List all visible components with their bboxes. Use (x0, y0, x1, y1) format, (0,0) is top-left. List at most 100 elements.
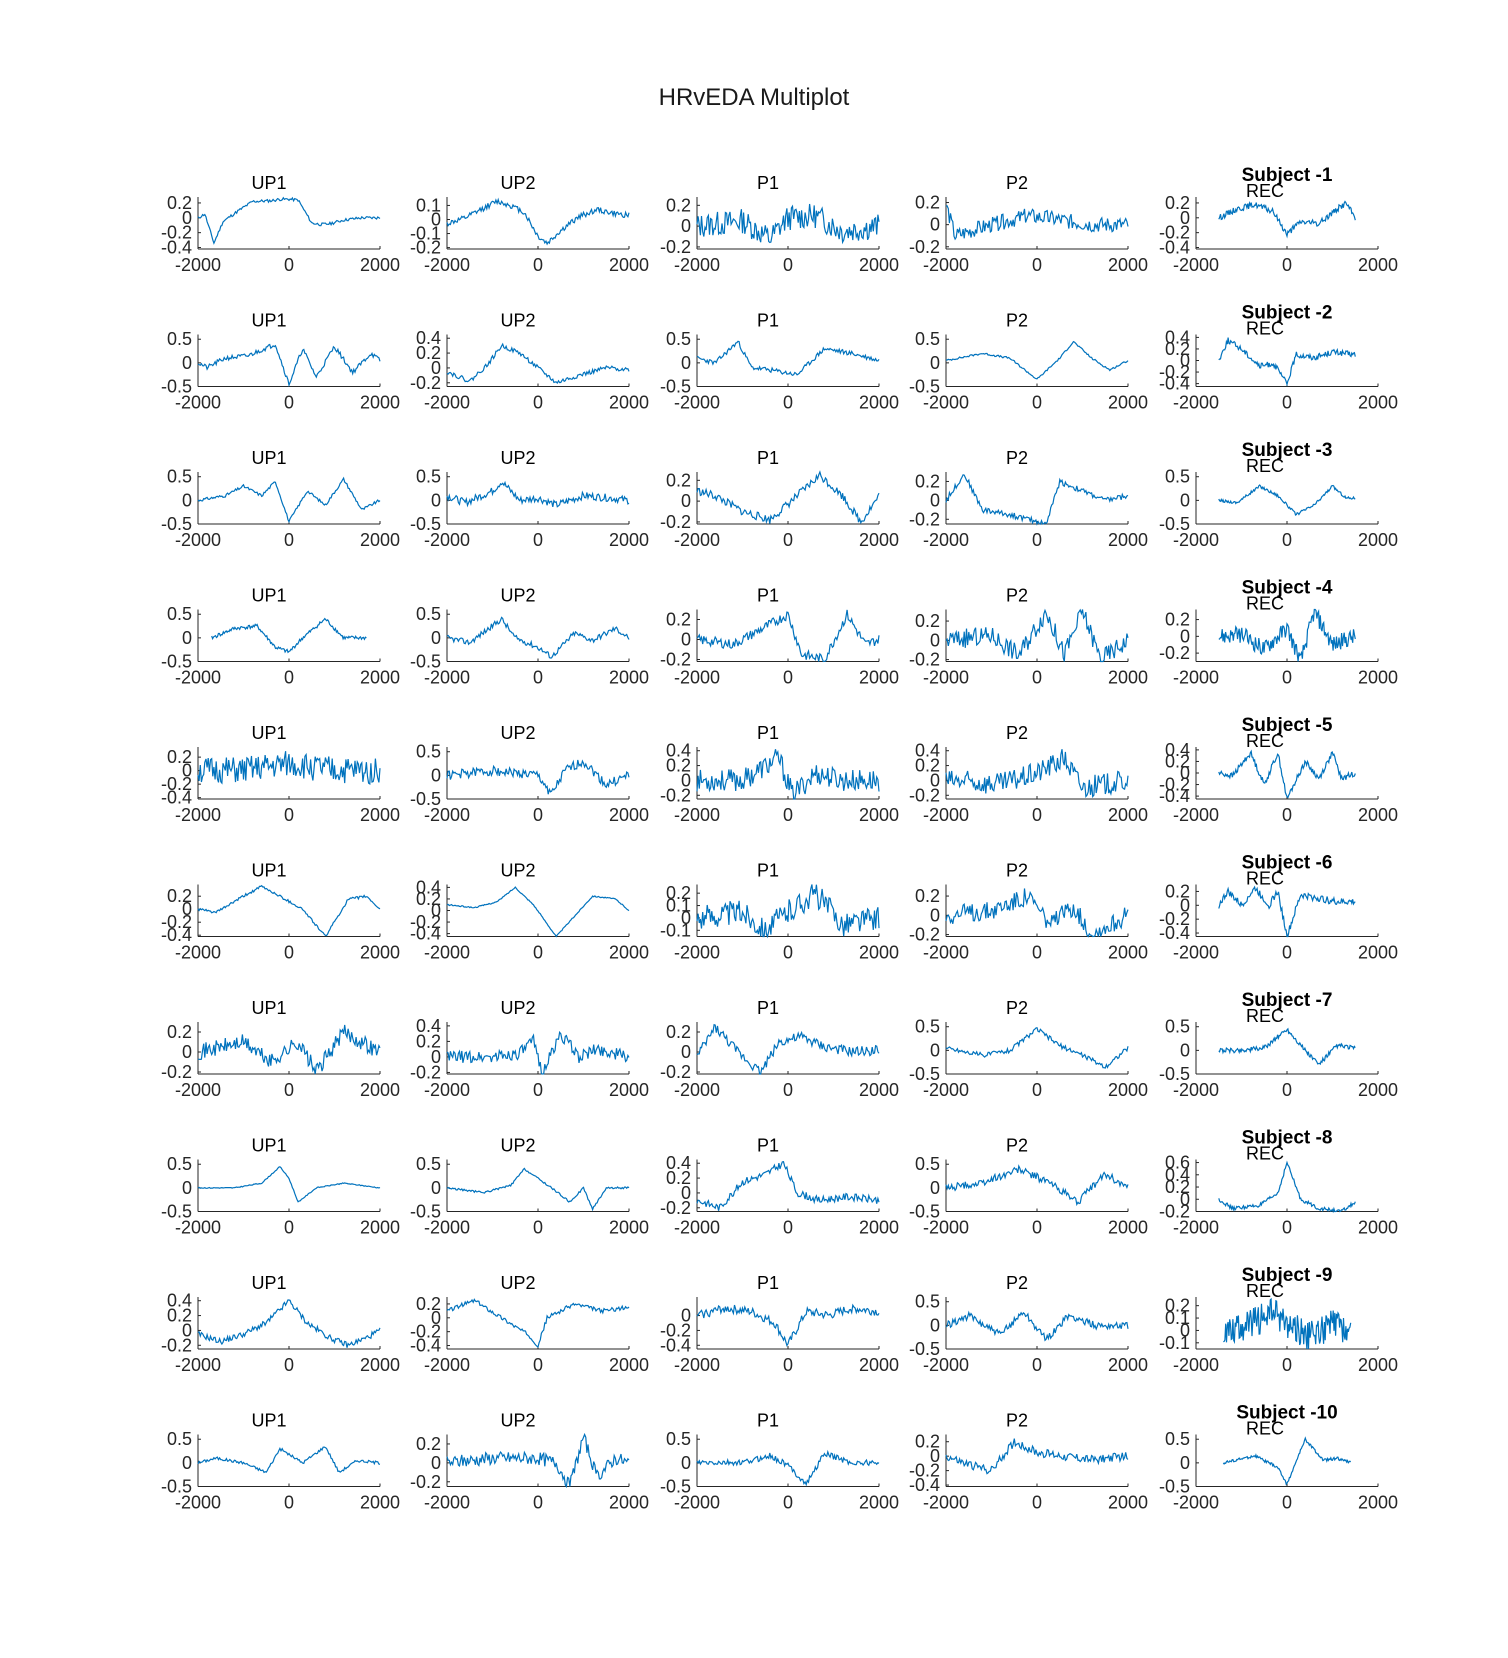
x-tick-label: 0 (1282, 1218, 1292, 1238)
x-tick-label: 2000 (609, 1355, 649, 1375)
subplot-title: UP1 (251, 861, 286, 881)
x-tick-label: 2000 (609, 1080, 649, 1100)
x-tick-label: 2000 (1358, 943, 1398, 963)
x-tick-label: -2000 (424, 943, 470, 963)
y-tick-label: -0.4 (1159, 923, 1190, 943)
y-tick-label: -0.4 (410, 1336, 441, 1356)
subplot-subtitle: REC (1246, 869, 1284, 889)
subplot-title: Subject -5 (1242, 715, 1333, 736)
data-line (446, 886, 630, 938)
x-tick-label: 2000 (609, 1493, 649, 1513)
y-tick-label: 0 (681, 770, 691, 790)
data-line (446, 1298, 630, 1349)
data-line (946, 340, 1129, 380)
y-tick-label: 0 (930, 770, 940, 790)
x-tick-label: -2000 (674, 255, 720, 275)
x-tick-label: 2000 (360, 668, 400, 688)
x-tick-label: -2000 (175, 1355, 221, 1375)
x-tick-label: -2000 (674, 393, 720, 413)
data-line (1218, 749, 1356, 799)
subplot-title: P2 (1006, 723, 1028, 743)
y-tick-label: 0.2 (915, 193, 940, 213)
y-tick-label: 0.2 (666, 610, 691, 630)
subplot-title: UP2 (500, 998, 535, 1018)
y-tick-label: 0 (681, 1042, 691, 1062)
subplot-subtitle: REC (1246, 181, 1284, 201)
y-tick-label: 0.5 (416, 467, 441, 487)
subplot-8-2: -2000 0 2000 -0.5 0 0.5 UP2 (410, 1136, 649, 1238)
x-tick-label: -2000 (424, 393, 470, 413)
x-tick-label: 0 (533, 1355, 543, 1375)
y-tick-label: 0.5 (666, 329, 691, 349)
x-tick-label: 0 (783, 1080, 793, 1100)
y-tick-label: 0.5 (416, 604, 441, 624)
x-tick-label: 0 (533, 943, 543, 963)
data-line (446, 197, 630, 246)
data-line (1223, 1297, 1352, 1350)
subplot-title: UP2 (500, 1411, 535, 1431)
y-tick-label: 0.5 (915, 329, 940, 349)
y-tick-label: -0.5 (909, 1339, 940, 1359)
x-tick-label: 0 (783, 393, 793, 413)
x-tick-label: 0 (783, 668, 793, 688)
subplot-subtitle: REC (1246, 1281, 1284, 1301)
x-tick-label: -2000 (175, 1493, 221, 1513)
data-line (696, 340, 880, 376)
y-tick-label: 0 (1180, 351, 1190, 371)
x-tick-label: 0 (783, 530, 793, 550)
x-tick-label: -2000 (1173, 530, 1219, 550)
y-tick-label: 0.2 (915, 611, 940, 631)
data-line (945, 1164, 1129, 1207)
subplot-4-2: -2000 0 2000 -0.5 0 0.5 UP2 (410, 586, 649, 688)
subplot-title: Subject -10 (1236, 1403, 1337, 1424)
x-tick-label: 2000 (360, 1493, 400, 1513)
subplot-title: P1 (757, 173, 779, 193)
y-tick-label: 0.2 (1165, 1177, 1190, 1197)
y-tick-label: -0.2 (161, 912, 192, 932)
x-tick-label: 0 (284, 255, 294, 275)
y-tick-label: 0.5 (666, 1429, 691, 1449)
x-tick-label: 0 (783, 255, 793, 275)
subplot-title: UP2 (500, 1136, 535, 1156)
y-tick-label: -0.2 (410, 238, 441, 258)
data-line (945, 888, 1129, 938)
subplot-title: P2 (1006, 861, 1028, 881)
subplot-title: P2 (1006, 311, 1028, 331)
y-tick-label: -0.5 (909, 1202, 940, 1222)
x-tick-label: 0 (533, 668, 543, 688)
x-tick-label: -2000 (1173, 805, 1219, 825)
y-tick-label: -0.4 (1159, 374, 1190, 394)
subplot-title: UP2 (500, 173, 535, 193)
x-tick-label: 2000 (1108, 530, 1148, 550)
x-tick-label: 2000 (360, 805, 400, 825)
y-tick-label: 0.4 (1165, 327, 1190, 347)
x-tick-label: 0 (1282, 1493, 1292, 1513)
y-tick-label: 0 (431, 765, 441, 785)
y-tick-label: -0.1 (660, 920, 691, 940)
subplot-10-1: -2000 0 2000 -0.5 0 0.5 UP1 (161, 1411, 400, 1513)
y-tick-label: 0 (681, 908, 691, 928)
y-tick-label: -0.4 (161, 925, 192, 945)
y-tick-label: 0.2 (167, 1022, 192, 1042)
y-tick-label: 0 (431, 1453, 441, 1473)
y-tick-label: 0.5 (1165, 1429, 1190, 1449)
y-tick-label: 0.2 (167, 1306, 192, 1326)
subplot-title: Subject -3 (1242, 440, 1333, 461)
data-line (945, 1310, 1129, 1342)
subplot-6-4: -2000 0 2000-0.200.2P2 (909, 861, 1148, 963)
y-tick-label: 0 (182, 1453, 192, 1473)
data-line (1222, 1436, 1352, 1486)
x-tick-label: 2000 (609, 668, 649, 688)
y-tick-label: 0 (431, 1047, 441, 1067)
y-tick-label: -0.2 (410, 1322, 441, 1342)
y-tick-label: 0.2 (915, 886, 940, 906)
subplot-8-4: -2000 0 2000 -0.5 0 0.5 P2 (909, 1136, 1148, 1238)
